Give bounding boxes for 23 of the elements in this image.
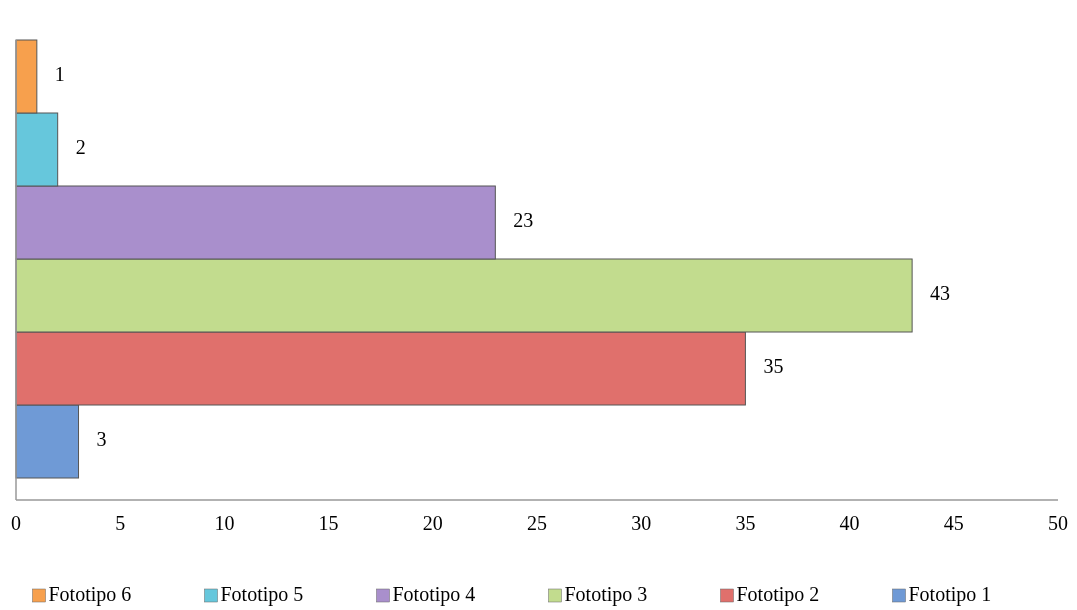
x-tick-label: 10 — [214, 512, 235, 534]
legend-label: Fototipo 5 — [220, 583, 304, 606]
x-tick-label: 35 — [735, 512, 756, 534]
data-label: 43 — [930, 282, 951, 305]
data-label: 1 — [54, 63, 65, 86]
data-label: 35 — [763, 355, 784, 378]
x-tick-label: 45 — [943, 512, 964, 534]
legend-label: Fototipo 4 — [392, 583, 476, 606]
x-tick-label: 0 — [11, 512, 21, 534]
legend-label: Fototipo 1 — [908, 583, 992, 606]
data-label: 23 — [513, 209, 534, 232]
x-tick-label: 5 — [115, 512, 126, 534]
x-tick-label: 20 — [422, 512, 443, 534]
x-tick-label: 30 — [631, 512, 652, 534]
data-label: 3 — [96, 428, 107, 451]
legend-label: Fototipo 2 — [736, 583, 820, 606]
x-tick-label: 50 — [1048, 512, 1068, 534]
legend-label: Fototipo 6 — [48, 583, 132, 606]
x-tick-label: 40 — [839, 512, 860, 534]
x-tick-label: 15 — [318, 512, 339, 534]
legend-label: Fototipo 3 — [564, 583, 648, 606]
x-tick-label: 25 — [527, 512, 547, 534]
data-label: 2 — [75, 136, 86, 159]
